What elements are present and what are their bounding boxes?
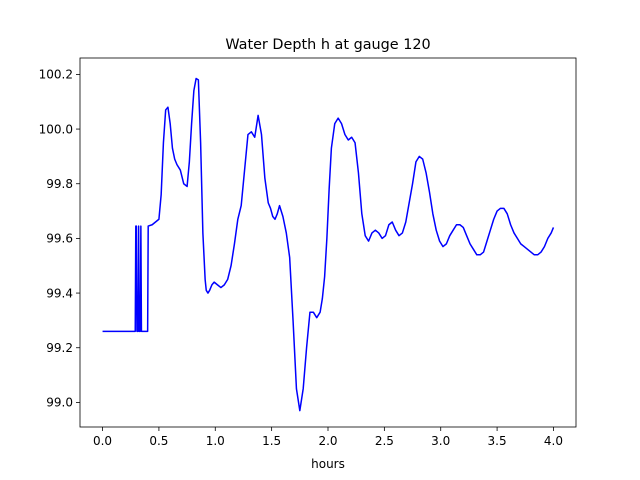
y-tick-label: 100.0 — [39, 122, 73, 136]
y-tick-label: 99.4 — [46, 286, 73, 300]
x-tick-label: 1.5 — [262, 434, 281, 448]
x-tick-label: 1.0 — [206, 434, 225, 448]
y-tick-label: 99.8 — [46, 177, 73, 191]
plot-area — [102, 77, 555, 412]
y-axis: 99.0 99.2 99.4 99.6 99.8 100.0 100.2 — [39, 68, 80, 410]
y-tick-label: 100.2 — [39, 68, 73, 82]
x-axis-label: hours — [311, 457, 345, 471]
x-tick-label: 2.5 — [375, 434, 394, 448]
y-tick-label: 99.6 — [46, 232, 73, 246]
plot-frame — [79, 57, 577, 428]
x-tick-label: 4.0 — [544, 434, 563, 448]
x-axis: 0.0 0.5 1.0 1.5 2.0 2.5 3.0 3.5 4.0 — [93, 427, 563, 448]
x-tick-label: 2.0 — [318, 434, 337, 448]
chart-title: Water Depth h at gauge 120 — [225, 37, 430, 53]
x-tick-label: 0.0 — [93, 434, 112, 448]
y-tick-label: 99.0 — [46, 396, 73, 410]
y-tick-label: 99.2 — [46, 341, 73, 355]
x-tick-label: 0.5 — [149, 434, 168, 448]
x-tick-label: 3.5 — [488, 434, 507, 448]
series-line — [102, 77, 555, 412]
x-tick-label: 3.0 — [431, 434, 450, 448]
